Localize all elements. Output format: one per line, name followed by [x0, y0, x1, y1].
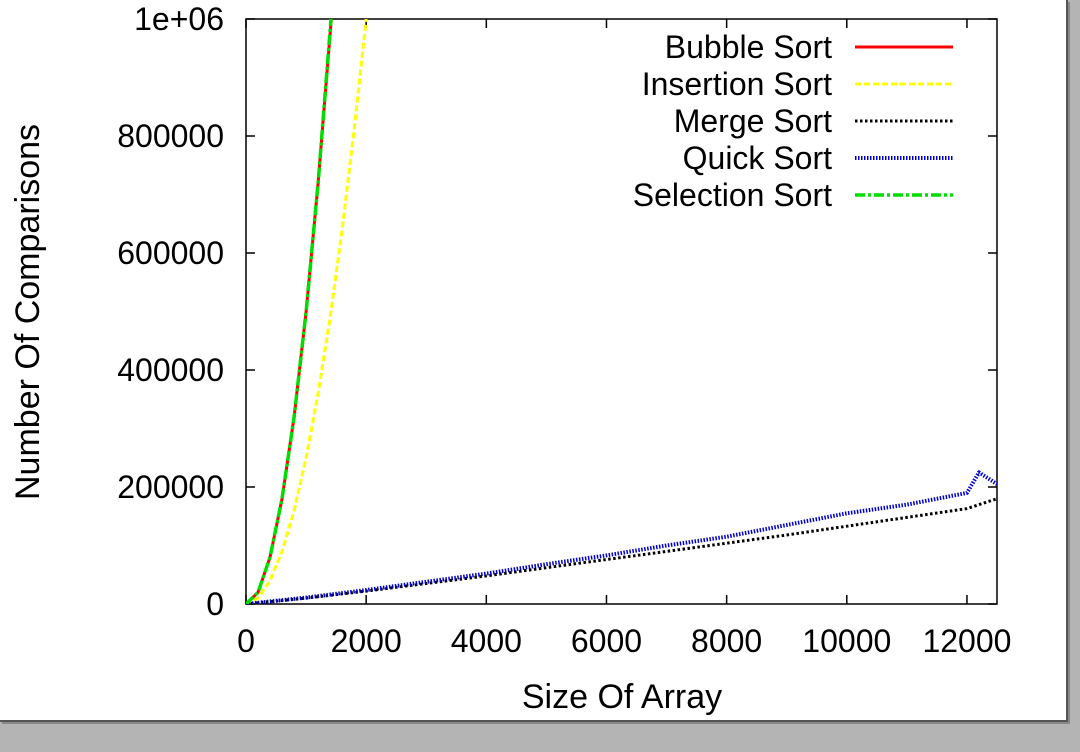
- y-axis-label: Number Of Comparisons: [9, 124, 47, 500]
- plot-window: 0 2000 4000 6000 8000 10000 12000 0 200000 400000…: [0, 0, 1068, 722]
- y-tick-label: 200000: [117, 469, 224, 505]
- x-tick-label: 6000: [571, 623, 642, 659]
- series-layer: [246, 19, 997, 604]
- chart: 0 2000 4000 6000 8000 10000 12000 0 200000 400000…: [9, 1, 1011, 716]
- series-line-selection-sort: [246, 19, 333, 604]
- axes: 0 2000 4000 6000 8000 10000 12000 0 200000 400000…: [117, 1, 1011, 659]
- y-tick-label: 600000: [117, 235, 224, 271]
- legend-label: Quick Sort: [683, 140, 832, 176]
- legend-label: Bubble Sort: [665, 29, 832, 65]
- legend-label: Merge Sort: [674, 103, 832, 139]
- x-tick-label: 4000: [451, 623, 522, 659]
- y-tick-label: 0: [206, 586, 224, 622]
- x-tick-label: 12000: [922, 623, 1011, 659]
- series-line-merge-sort: [246, 497, 997, 604]
- legend-label: Selection Sort: [633, 177, 832, 213]
- x-tick-label: 0: [237, 623, 255, 659]
- x-axis-label: Size Of Array: [522, 678, 722, 716]
- x-tick-label: 10000: [802, 623, 891, 659]
- y-tick-label: 400000: [117, 352, 224, 388]
- x-tick-label: 8000: [691, 623, 762, 659]
- x-tick-label: 2000: [331, 623, 402, 659]
- series-line-insertion-sort: [246, 19, 368, 604]
- y-tick-label: 800000: [117, 118, 224, 154]
- y-tick-label: 1e+06: [134, 1, 224, 37]
- series-line-quick-sort: [246, 470, 997, 604]
- plot-frame: [245, 18, 998, 605]
- series-line-bubble-sort: [246, 19, 333, 604]
- legend-label: Insertion Sort: [642, 66, 832, 102]
